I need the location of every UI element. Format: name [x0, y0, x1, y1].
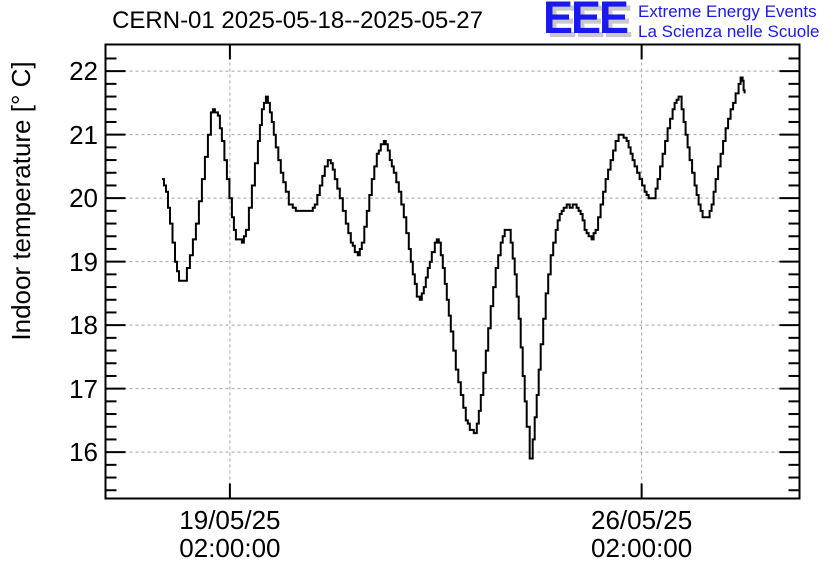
eee-logo-text: Extreme Energy Events La Scienza nelle S… — [638, 2, 819, 41]
eee-logo-line2: La Scienza nelle Scuole — [638, 21, 820, 41]
plot-frame — [104, 43, 801, 500]
y-tick-label: 21 — [69, 119, 98, 150]
temperature-series-line — [162, 76, 746, 460]
y-tick-label: 17 — [69, 373, 98, 404]
x-tick-time: 02:00:00 — [591, 533, 693, 563]
grid-lines — [105, 44, 800, 499]
eee-logo-line1: Extreme Energy Events — [638, 2, 817, 21]
y-tick-label: 20 — [69, 183, 98, 214]
y-axis-title: Indoor temperature [° C] — [6, 61, 36, 341]
eee-logo: EEE — [543, 0, 629, 43]
x-tick-date: 26/05/25 — [591, 505, 693, 535]
y-tick-label: 19 — [69, 246, 98, 277]
x-tick-label: 26/05/25 02:00:00 — [550, 506, 734, 562]
x-tick-label: 19/05/25 02:00:00 — [138, 506, 322, 562]
x-tick-date: 19/05/25 — [179, 505, 281, 535]
chart-title: CERN-01 2025-05-18--2025-05-27 — [112, 7, 483, 34]
y-tick-label: 18 — [69, 310, 98, 341]
y-tick-label: 22 — [69, 56, 98, 87]
y-tick-label: 16 — [69, 437, 98, 468]
x-tick-time: 02:00:00 — [179, 533, 281, 563]
axis-ticks — [105, 44, 800, 499]
